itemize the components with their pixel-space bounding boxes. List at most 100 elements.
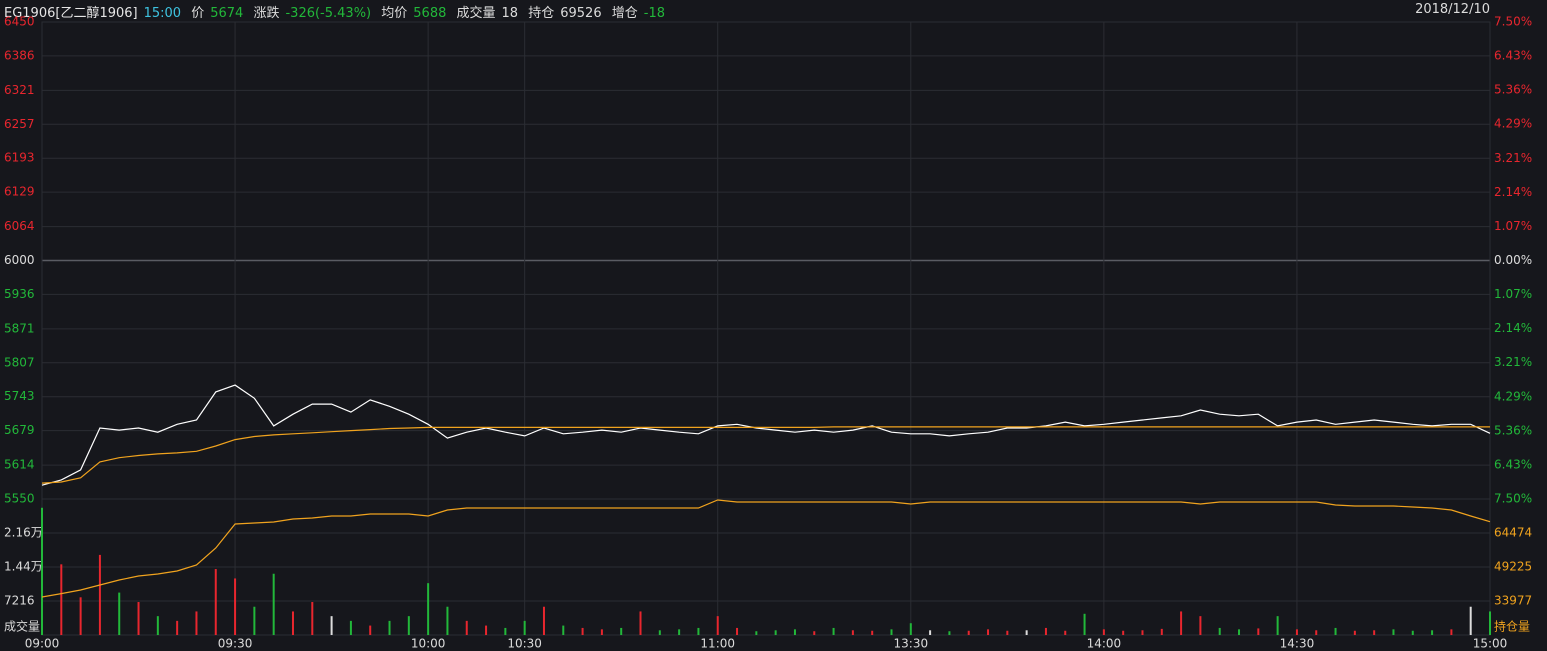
volume-bar xyxy=(967,630,970,635)
volume-bar xyxy=(1199,616,1202,635)
open-interest-line xyxy=(41,499,1491,598)
x-tick-label: 11:00 xyxy=(700,637,735,651)
x-tick-label: 15:00 xyxy=(1473,637,1508,651)
volume-bar xyxy=(600,629,603,635)
y-tick-label: 5807 xyxy=(4,355,35,369)
volume-bar xyxy=(581,627,584,635)
value: 69526 xyxy=(560,6,602,21)
volume-bar xyxy=(1411,630,1414,635)
volume-bar xyxy=(1238,629,1241,635)
volume-bar xyxy=(639,611,642,635)
volume-bar xyxy=(176,620,179,635)
volume-bar xyxy=(542,606,545,635)
volume-bar xyxy=(388,620,391,635)
y-tick-label: 成交量 xyxy=(4,619,40,634)
y2-tick-label: 3.21% xyxy=(1494,355,1532,369)
volume-bar xyxy=(272,573,275,635)
volume-bar xyxy=(60,564,63,635)
y2-tick-label: 2.14% xyxy=(1494,185,1532,199)
volume-bar xyxy=(1180,611,1183,635)
volume-bar xyxy=(1334,627,1337,635)
price-line xyxy=(41,426,1490,484)
y-tick-label: 6129 xyxy=(4,185,35,199)
label: 成交量 xyxy=(456,6,496,21)
x-tick-label: 09:00 xyxy=(25,637,60,651)
volume-bar xyxy=(948,631,951,635)
x-tick-label: 10:00 xyxy=(411,637,446,651)
y-tick-label: 2.16万 xyxy=(4,525,43,539)
price-line xyxy=(41,384,1491,486)
quote-header: EG1906[乙二醇1906] 15:00 价 5674 涨跌 -326(-5.43%… xyxy=(4,2,671,21)
volume-bar xyxy=(1257,628,1260,635)
y2-tick-label: 5.36% xyxy=(1494,423,1532,437)
volume-bar xyxy=(1025,630,1028,635)
volume-bar xyxy=(909,623,912,635)
y-tick-label: 5743 xyxy=(4,389,35,403)
x-tick-label: 14:30 xyxy=(1280,637,1315,651)
volume-bar xyxy=(195,611,198,635)
volume-bar xyxy=(291,611,294,635)
volume-bar xyxy=(523,620,526,635)
volume-bar xyxy=(311,602,314,635)
volume-bar xyxy=(678,629,681,635)
volume-bar xyxy=(1373,630,1376,635)
volume-bar xyxy=(1044,627,1047,635)
volume-bar xyxy=(890,629,893,635)
y-tick-label: 5936 xyxy=(4,287,35,301)
volume-bar xyxy=(214,569,217,635)
volume-bar xyxy=(1102,629,1105,635)
volume-bar xyxy=(1450,629,1453,635)
volume-bar xyxy=(1353,630,1356,635)
value: 5674 xyxy=(210,6,244,21)
volume-bar xyxy=(716,616,719,635)
volume-bar xyxy=(234,578,237,635)
volume-bar xyxy=(1083,613,1086,635)
y-tick-label: 6257 xyxy=(4,117,35,131)
value: -18 xyxy=(643,6,665,21)
volume-bar xyxy=(1489,611,1491,635)
x-tick-label: 14:00 xyxy=(1087,637,1122,651)
volume-bar xyxy=(427,583,430,635)
y2-tick-label: 6.43% xyxy=(1494,457,1532,471)
x-tick-label: 13:30 xyxy=(894,637,929,651)
y-tick-label: 6000 xyxy=(4,253,35,267)
y2-tick-label: 4.29% xyxy=(1494,389,1532,403)
volume-bar xyxy=(1295,629,1298,635)
date: 2018/12/10 xyxy=(1415,2,1490,17)
volume-bar xyxy=(1141,630,1144,635)
y-tick-label: 6321 xyxy=(4,83,35,97)
symbol: EG1906[乙二醇1906] xyxy=(4,6,138,21)
volume-bar xyxy=(485,625,488,635)
volume-bar xyxy=(1160,628,1163,635)
volume-bar xyxy=(929,630,932,635)
volume-bar xyxy=(504,627,507,635)
volume-bar xyxy=(349,620,352,635)
volume-bar xyxy=(755,631,758,635)
y-tick-label: 6450 xyxy=(4,15,35,29)
y2-tick-label: 49225 xyxy=(1494,560,1532,574)
y2-tick-label: 1.07% xyxy=(1494,219,1532,233)
volume-bar xyxy=(41,507,43,635)
volume-bar xyxy=(98,554,101,635)
volume-bar xyxy=(465,620,468,635)
volume-bar xyxy=(1218,627,1221,635)
volume-bar xyxy=(1315,630,1318,635)
volume-bar xyxy=(407,616,410,635)
volume-bar xyxy=(1006,630,1009,635)
time: 15:00 xyxy=(143,6,182,21)
volume-bar xyxy=(79,597,82,635)
volume-bar xyxy=(1276,616,1279,635)
y2-tick-label: 持仓量 xyxy=(1494,619,1530,634)
volume-bar xyxy=(871,630,874,635)
y-tick-label: 6193 xyxy=(4,151,35,165)
volume-bar xyxy=(156,616,159,635)
y-tick-label: 5871 xyxy=(4,321,35,335)
label: 均价 xyxy=(381,6,408,21)
y2-tick-label: 0.00% xyxy=(1494,253,1532,267)
value: 18 xyxy=(501,6,519,21)
label: 涨跌 xyxy=(253,6,280,21)
y2-tick-label: 5.36% xyxy=(1494,83,1532,97)
y-tick-label: 6064 xyxy=(4,219,35,233)
volume-bar xyxy=(330,616,333,635)
